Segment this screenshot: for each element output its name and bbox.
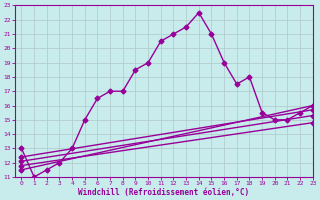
X-axis label: Windchill (Refroidissement éolien,°C): Windchill (Refroidissement éolien,°C) [78,188,250,197]
